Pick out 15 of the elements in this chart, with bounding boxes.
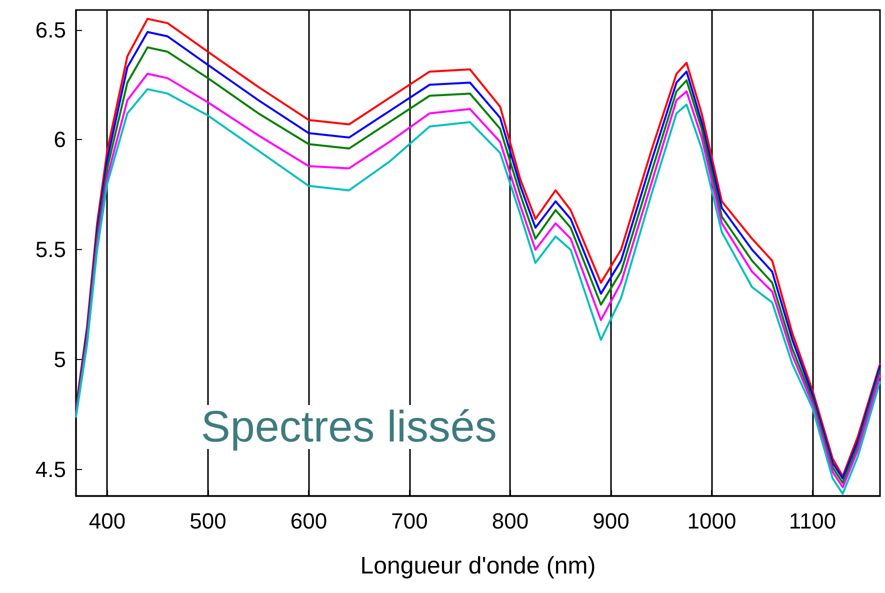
y-tick-label: 6.5 (35, 17, 66, 42)
x-axis-title: Longueur d'onde (nm) (360, 552, 596, 580)
x-tick-label: 900 (592, 508, 630, 534)
x-tick-label: 400 (88, 508, 126, 534)
y-tick-label: 4.5 (35, 457, 66, 482)
y-tick-label: 5.5 (35, 237, 66, 262)
x-tick-label: 1100 (788, 508, 836, 534)
x-tick-label: 700 (391, 508, 428, 534)
x-tick-label: 800 (492, 508, 529, 534)
x-tick-label: 500 (190, 508, 226, 534)
x-tick-label: 1000 (687, 508, 736, 534)
x-tick-label: 600 (290, 508, 328, 534)
y-tick-label: 5 (54, 347, 66, 372)
y-tick-label: 6 (54, 127, 66, 152)
annotation: Spectres lissés (201, 402, 497, 452)
